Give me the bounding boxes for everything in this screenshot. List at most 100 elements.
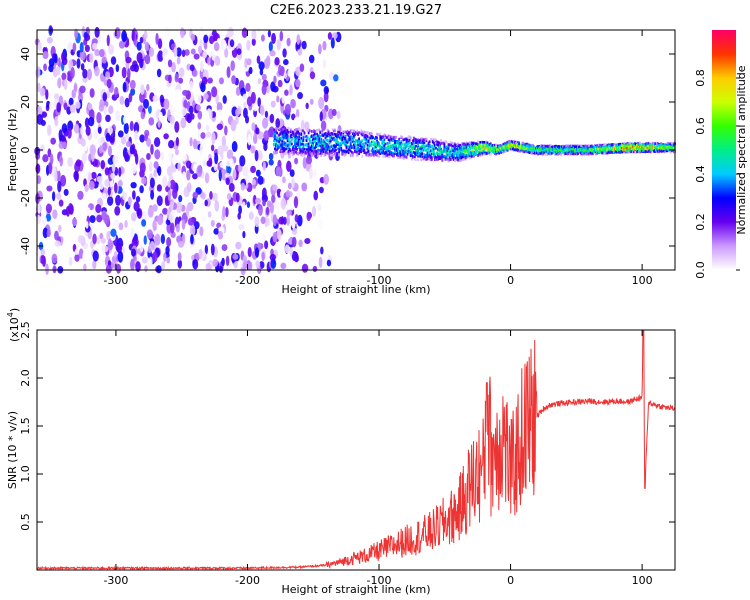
spectrogram-cell [524,148,527,152]
spectrogram-cell [490,149,493,153]
spectrogram-cell [446,153,449,157]
spectrogram-cell [368,153,371,156]
spectrogram-cell [444,158,447,162]
spectrogram-cell [385,136,388,139]
spectrogram-cell [527,150,530,154]
figure-title: C2E6.2023.233.21.19.G27 [270,3,442,18]
spectrogram-cell [36,114,44,125]
spectrogram-cell [296,129,298,133]
spectrogram-cell [399,152,402,155]
spectrogram-cell [242,261,249,269]
spectrogram-cell [175,47,182,57]
spectrogram-cell [312,130,315,134]
spectrogram-cell [152,219,157,232]
spectrogram-cell [42,154,49,163]
spectrogram-cell [420,137,423,141]
spectrogram-cell [389,137,392,140]
spectrogram-cell [189,137,193,147]
spectrogram-cell [306,150,309,153]
spectrogram-cell [289,135,292,139]
spectrogram-cell [164,195,169,206]
spectrogram-cell [622,144,625,147]
spectrogram-cell [576,151,578,155]
spectrogram-cell [666,149,669,153]
spectrogram-cell [529,147,532,150]
spectrogram-cell [321,134,324,137]
spectrogram-cell [646,150,649,153]
spectrogram-cell [376,136,378,140]
spectrogram-cell [153,137,161,148]
spectrogram-cell [659,149,662,152]
spectrogram-cell [583,145,586,149]
spectrogram-cell [296,139,298,142]
spectrogram-cell [464,143,467,146]
spectrogram-cell [404,146,407,150]
spectrogram-cell [657,144,659,148]
spectrogram-cell [302,147,305,150]
spectrogram-cell [617,146,619,150]
spectrogram-cell [351,154,354,157]
spectrogram-cell [301,182,308,192]
spectrogram-cell [502,143,505,146]
spectrogram-cell [354,145,356,149]
spectrogram-cell [212,192,218,202]
spectrogram-cell [423,153,426,156]
spectrogram-cell [112,154,119,165]
spectrogram-cell [394,150,396,154]
spectrogram-cell [167,59,173,68]
spectrogram-cell [340,138,343,141]
spectrogram-cell [276,228,282,240]
spectrogram-cell [330,136,333,140]
spectrogram-cell [358,139,361,143]
spectrogram-cell [480,145,483,148]
spectrogram-cell [410,157,413,161]
spectrogram-cell [376,148,378,152]
spectrogram-cell [345,141,348,145]
spectrogram-cell [335,145,337,148]
spectrogram-cell [340,136,343,139]
spectrogram-cell [190,113,195,120]
spectrogram-cell [507,140,510,143]
spectrogram-cell [101,56,107,64]
spectrogram-cell [530,151,533,155]
spectrogram-cell [365,153,368,157]
spectrogram-cell [336,135,338,138]
spectrogram-cell [342,131,345,135]
spectrogram-cell [408,141,411,145]
spectrogram-cell [175,223,180,233]
spectrogram-cell [639,150,642,154]
spectrogram-cell [309,71,316,80]
spectrogram-cell [509,147,512,151]
spectrogram-cell [276,144,278,147]
spectrogram-cell [521,141,524,145]
spectrogram-cell [283,134,286,138]
spectrogram-cell [337,130,339,134]
spectrogram-cell [141,177,147,185]
spectrogram-cell [54,93,60,100]
spectrogram-cell [582,147,585,151]
spectrogram-cell [332,136,335,140]
spectrogram-cell [332,144,335,147]
spectrogram-cell [378,151,381,154]
spectrogram-cell [482,145,485,149]
spectrogram-cell [394,152,396,156]
spectrogram-cell [462,142,465,146]
spectrogram-cell [281,93,285,104]
spectrogram-cell [468,156,471,160]
spectrogram-cell [309,98,314,105]
spectrogram-cell [301,263,309,273]
spectrogram-cell [336,139,338,143]
spectrogram-cell [657,143,659,147]
spectrogram-cell [636,148,638,151]
spectrogram-cell [146,138,151,147]
spectrogram-cell [470,154,473,158]
spectrogram-cell [175,201,183,214]
spectrogram-cell [591,145,594,149]
spectrogram-cell [541,153,544,156]
spectrogram-cell [282,135,285,139]
spectrogram-cell [528,146,531,150]
spectrogram-cell [446,158,449,161]
spectrogram-cell [597,147,599,151]
spectrogram-cell [417,138,419,142]
